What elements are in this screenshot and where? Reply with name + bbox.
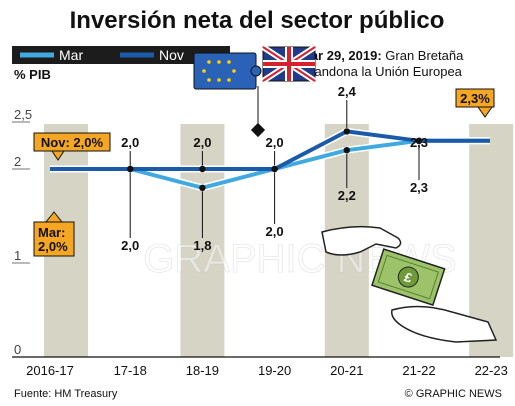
x-tick-label: 19-20 bbox=[258, 363, 291, 378]
data-label-mar: 1,8 bbox=[193, 238, 211, 253]
callout-box bbox=[33, 221, 75, 257]
point-mar bbox=[343, 147, 350, 154]
callout-nov-start: Nov: 2,0% bbox=[33, 132, 111, 161]
legend-label-nov: Nov bbox=[159, 47, 184, 63]
callout-mar-text-1: Mar: bbox=[38, 225, 65, 240]
data-label-mar: 2,2 bbox=[338, 188, 356, 203]
point-nov bbox=[343, 128, 350, 135]
point-nov bbox=[199, 165, 206, 173]
x-axis: 2016-17 17-18 18-19 19-20 20-21 21-22 22-23 bbox=[26, 363, 508, 378]
brexit-annotation: Mar 29, 2019: Gran Bretaña abandona la U… bbox=[250, 48, 464, 138]
data-label-mar: 2,3 bbox=[410, 180, 428, 195]
x-tick-label: 2016-17 bbox=[26, 363, 74, 378]
footer-credit: © GRAPHIC NEWS bbox=[405, 388, 502, 400]
callout-mar-text-2: 2,0% bbox=[38, 239, 68, 254]
eu-flag-icon bbox=[193, 52, 262, 90]
y-axis-unit: % PIB bbox=[14, 67, 51, 82]
point-mar bbox=[199, 184, 206, 191]
footer-source: Fuente: HM Treasury bbox=[14, 388, 118, 400]
legend-label-mar: Mar bbox=[59, 47, 83, 63]
x-tick-label: 21-22 bbox=[402, 363, 435, 378]
x-tick-label: 18-19 bbox=[186, 363, 219, 378]
data-label-nov: 2,3 bbox=[410, 135, 428, 150]
legend: Mar Nov bbox=[12, 46, 230, 64]
y-tick-label: 1 bbox=[14, 248, 21, 263]
annotation-text-1: Gran Bretaña bbox=[382, 48, 464, 63]
data-label-nov: 2,0 bbox=[266, 135, 284, 150]
x-tick-label: 22-23 bbox=[475, 363, 508, 378]
annotation-marker bbox=[250, 122, 266, 138]
point-mar bbox=[271, 165, 278, 173]
data-labels: 2,0 2,0 2,0 1,8 2,0 2,0 2,4 2,2 2,3 2,3 bbox=[121, 84, 428, 253]
point-mar bbox=[415, 137, 423, 144]
x-tick-label: 20-21 bbox=[330, 363, 363, 378]
callout-box bbox=[33, 132, 111, 152]
uk-flag-icon bbox=[261, 44, 317, 84]
y-tick-label: 0 bbox=[14, 342, 21, 357]
data-label-nov: 2,4 bbox=[338, 84, 357, 99]
callout-nov-text: Nov: 2,0% bbox=[41, 135, 104, 150]
data-label-mar: 2,0 bbox=[121, 238, 139, 253]
y-tick-label: 2 bbox=[14, 154, 21, 169]
y-tick-label: 2,5 bbox=[14, 107, 32, 122]
hands-money-icon: £ bbox=[321, 225, 498, 343]
annotation-line-2: abandona la Unión Europea bbox=[300, 64, 463, 79]
callout-end-text: 2,3% bbox=[460, 91, 490, 106]
data-label-nov: 2,0 bbox=[193, 135, 211, 150]
annotation-date: Mar 29, 2019: bbox=[300, 48, 382, 63]
data-label-mar: 2,0 bbox=[266, 224, 284, 239]
x-tick-label: 17-18 bbox=[114, 363, 147, 378]
annotation-line-1: Mar 29, 2019: Gran Bretaña bbox=[300, 48, 464, 63]
data-label-nov: 2,0 bbox=[121, 135, 139, 150]
point-mar bbox=[127, 165, 134, 173]
callout-mar-start: Mar: 2,0% bbox=[33, 211, 75, 257]
callout-end: 2,3% bbox=[455, 88, 495, 118]
data-points bbox=[127, 128, 423, 191]
y-axis: 0 1 2 2,5 bbox=[12, 107, 32, 358]
callout-box bbox=[455, 88, 495, 108]
chart-title: Inversión neta del sector público bbox=[70, 7, 445, 34]
